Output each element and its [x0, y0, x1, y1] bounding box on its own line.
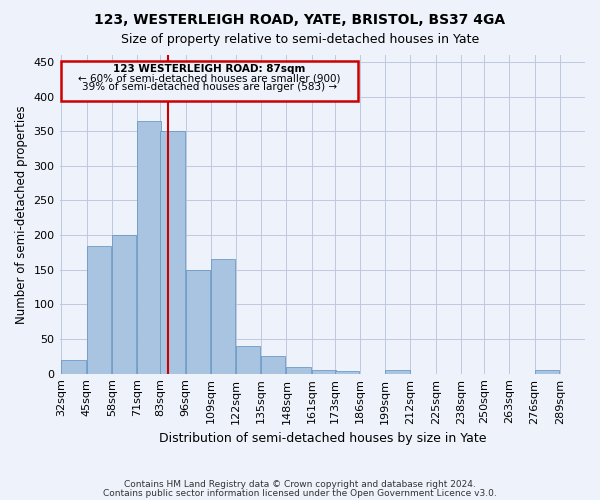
- Text: 123 WESTERLEIGH ROAD: 87sqm: 123 WESTERLEIGH ROAD: 87sqm: [113, 64, 305, 74]
- Text: 123, WESTERLEIGH ROAD, YATE, BRISTOL, BS37 4GA: 123, WESTERLEIGH ROAD, YATE, BRISTOL, BS…: [94, 12, 506, 26]
- Bar: [286, 367, 311, 374]
- Text: Contains public sector information licensed under the Open Government Licence v3: Contains public sector information licen…: [103, 488, 497, 498]
- Bar: [185, 270, 210, 374]
- Bar: [137, 121, 161, 374]
- FancyBboxPatch shape: [61, 60, 358, 102]
- Text: Contains HM Land Registry data © Crown copyright and database right 2024.: Contains HM Land Registry data © Crown c…: [124, 480, 476, 489]
- Bar: [311, 370, 336, 374]
- Bar: [61, 360, 86, 374]
- Text: Size of property relative to semi-detached houses in Yate: Size of property relative to semi-detach…: [121, 32, 479, 46]
- Bar: [535, 370, 559, 374]
- Bar: [112, 235, 136, 374]
- X-axis label: Distribution of semi-detached houses by size in Yate: Distribution of semi-detached houses by …: [158, 432, 486, 445]
- Bar: [385, 370, 410, 374]
- Bar: [261, 356, 286, 374]
- Bar: [160, 131, 185, 374]
- Bar: [86, 246, 111, 374]
- Y-axis label: Number of semi-detached properties: Number of semi-detached properties: [15, 105, 28, 324]
- Text: ← 60% of semi-detached houses are smaller (900): ← 60% of semi-detached houses are smalle…: [78, 73, 341, 83]
- Text: 39% of semi-detached houses are larger (583) →: 39% of semi-detached houses are larger (…: [82, 82, 337, 92]
- Bar: [335, 371, 359, 374]
- Bar: [236, 346, 260, 374]
- Bar: [211, 260, 235, 374]
